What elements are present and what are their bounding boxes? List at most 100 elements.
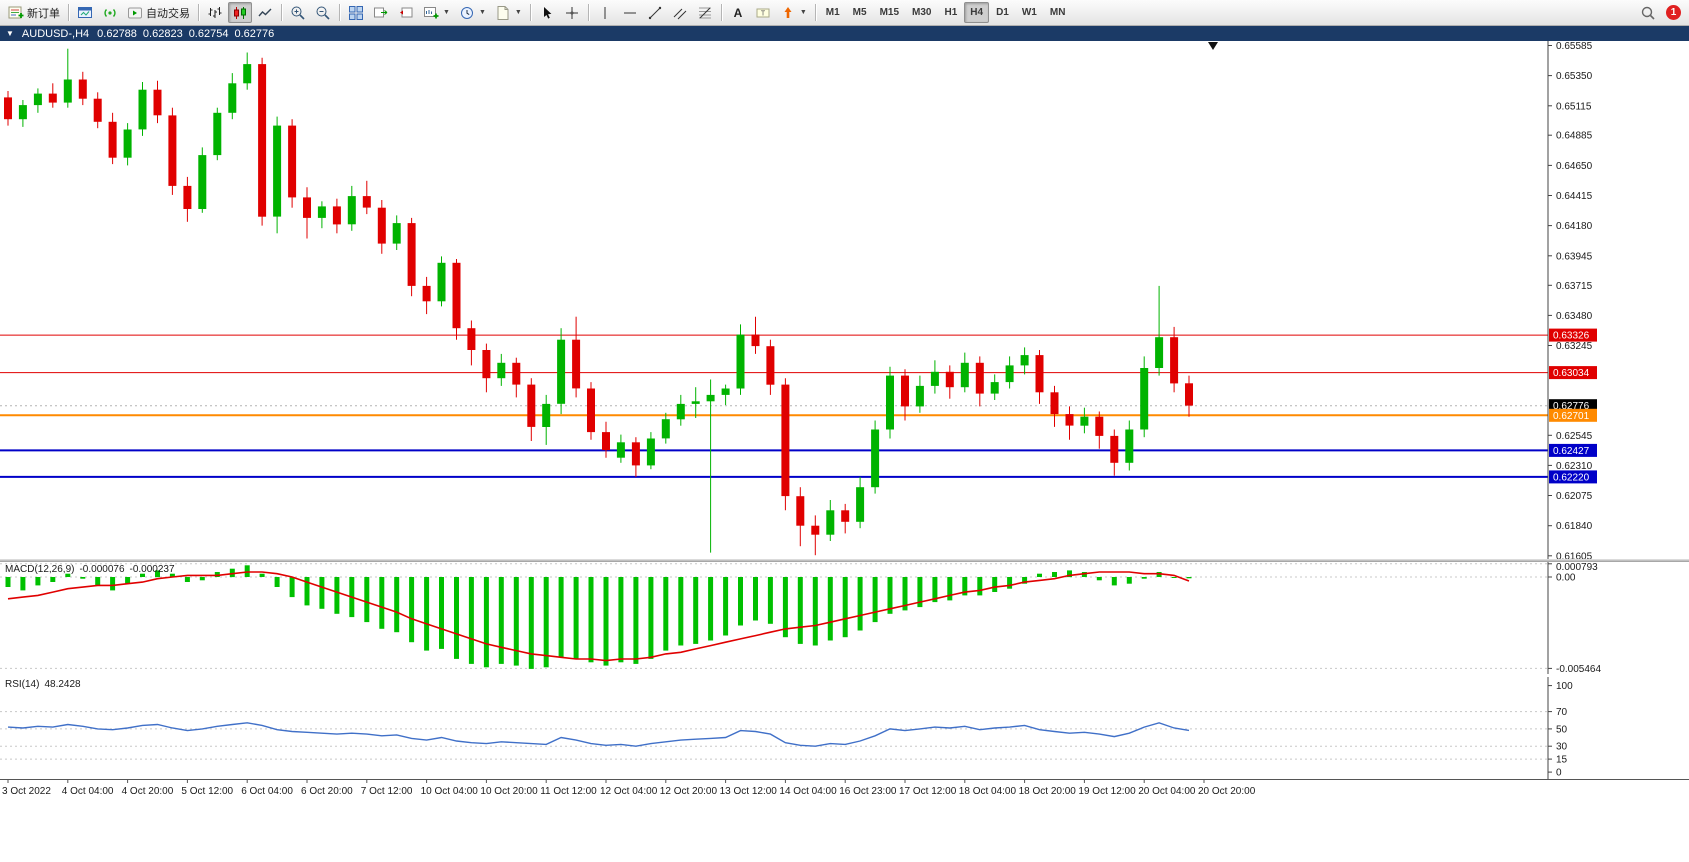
svg-text:0.00: 0.00	[1556, 573, 1576, 584]
time-label: 18 Oct 20:00	[1019, 786, 1077, 797]
timeframe-w1-button[interactable]: W1	[1016, 2, 1043, 23]
toolbar-separator	[814, 4, 816, 21]
tile-windows-icon	[349, 5, 363, 20]
time-label: 7 Oct 12:00	[361, 786, 413, 797]
svg-text:0: 0	[1556, 768, 1562, 779]
svg-text:0.64650: 0.64650	[1556, 161, 1593, 172]
text-button[interactable]: A	[726, 2, 750, 23]
timeframe-m5-button[interactable]: M5	[847, 2, 873, 23]
toolbar-separator	[198, 4, 199, 21]
price-axis: 0.65585 0.65350 0.65115 0.64885 0.64650 0.644…	[1548, 41, 1597, 562]
new-chart-button[interactable]: ▼	[419, 2, 454, 23]
rsi-plot-svg: 100 70 50 30 15 0	[0, 677, 1573, 779]
macd-signal-line	[7, 571, 1190, 662]
svg-text:0.64415: 0.64415	[1556, 191, 1593, 202]
timeframe-mn-button[interactable]: MN	[1044, 2, 1072, 23]
panel-splitter[interactable]	[0, 559, 1689, 562]
macd-signal-value: -0.000237	[129, 564, 175, 575]
chart-title-bar: ▼ AUDUSD-,H4 0.62788 0.62823 0.62754 0.6277…	[0, 26, 1689, 41]
chevron-down-icon: ▼	[799, 9, 807, 16]
svg-text:0.62545: 0.62545	[1556, 431, 1593, 442]
time-label: 20 Oct 04:00	[1138, 786, 1196, 797]
macd-plot[interactable]: 0.000793 0.00 -0.005464	[0, 562, 1689, 679]
cursor-button[interactable]	[535, 2, 559, 23]
zoom-in-icon	[291, 6, 305, 20]
crosshair-button[interactable]	[560, 2, 584, 23]
time-label: 16 Oct 23:00	[839, 786, 897, 797]
line-chart-icon	[258, 8, 272, 16]
main-plot-svg: 0.65585 0.65350 0.65115 0.64885 0.64650 0.644…	[0, 41, 1597, 562]
new-order-button[interactable]: 新订单	[4, 2, 64, 23]
rsi-name: RSI(14)	[5, 679, 40, 690]
svg-text:0.61605: 0.61605	[1556, 551, 1593, 559]
fibonacci-button[interactable]	[693, 2, 717, 23]
svg-text:0.63715: 0.63715	[1556, 281, 1593, 292]
macd-label: MACD(12,26,9) -0.000076 -0.000237	[5, 564, 180, 575]
channel-button[interactable]	[668, 2, 692, 23]
time-label: 14 Oct 04:00	[779, 786, 837, 797]
bottom-space	[0, 801, 1689, 862]
text-icon: A	[733, 6, 742, 20]
fibonacci-icon	[698, 7, 711, 18]
toolbar-separator	[68, 4, 69, 21]
toolbar-separator	[339, 4, 340, 21]
timeframe-h4-button[interactable]: H4	[964, 2, 990, 23]
time-axis[interactable]: 3 Oct 2022 4 Oct 04:00 4 Oct 20:00 5 Oct 12…	[0, 779, 1689, 801]
tile-windows-button[interactable]	[344, 2, 368, 23]
svg-text:0.000793: 0.000793	[1556, 562, 1598, 573]
svg-text:A: A	[733, 6, 742, 20]
auto-scroll-button[interactable]	[369, 2, 393, 23]
candlestick-chart-button[interactable]	[228, 2, 252, 23]
ohlc-low: 0.62754	[188, 27, 229, 40]
svg-text:0.65115: 0.65115	[1556, 101, 1592, 112]
svg-text:0.62075: 0.62075	[1556, 491, 1593, 502]
new-order-icon	[8, 6, 24, 18]
chart-shift-button[interactable]	[394, 2, 418, 23]
svg-text:0.64180: 0.64180	[1556, 221, 1593, 232]
time-label: 10 Oct 20:00	[480, 786, 538, 797]
zoom-in-button[interactable]	[286, 2, 310, 23]
zoom-out-button[interactable]	[311, 2, 335, 23]
crosshair-icon	[565, 6, 578, 19]
rsi-panel[interactable]: RSI(14) 48.2428 100 70 50 30 15 0	[0, 677, 1689, 784]
time-label: 19 Oct 12:00	[1078, 786, 1136, 797]
bar-chart-button[interactable]	[203, 2, 227, 23]
time-label: 12 Oct 20:00	[660, 786, 718, 797]
timeframe-m1-button[interactable]: M1	[820, 2, 846, 23]
text-label-button[interactable]: T	[751, 2, 775, 23]
arrows-button[interactable]: ▼	[776, 2, 811, 23]
templates-button[interactable]: ▼	[491, 2, 526, 23]
vertical-line-button[interactable]	[593, 2, 617, 23]
chart-ohlc: 0.62788 0.62823 0.62754 0.62776	[97, 28, 280, 40]
timeframe-m30-button[interactable]: M30	[906, 2, 937, 23]
time-label: 6 Oct 20:00	[301, 786, 353, 797]
trendline-button[interactable]	[643, 2, 667, 23]
timeframe-m15-button[interactable]: M15	[874, 2, 905, 23]
timeframe-d1-button[interactable]: D1	[990, 2, 1015, 23]
signals-icon	[104, 8, 116, 17]
macd-name: MACD(12,26,9)	[5, 564, 75, 575]
notification-badge[interactable]: 1	[1666, 5, 1681, 20]
horizontal-lines	[0, 334, 1548, 478]
chart-menu-icon[interactable]: ▼	[6, 29, 14, 38]
timeframe-h1-button[interactable]: H1	[938, 2, 963, 23]
svg-text:30: 30	[1556, 742, 1568, 753]
terminal-button[interactable]	[73, 2, 97, 23]
toolbar-separator	[529, 4, 531, 21]
rsi-plot[interactable]: 100 70 50 30 15 0	[0, 677, 1689, 784]
new-order-label: 新订单	[27, 7, 60, 20]
rsi-value: 48.2428	[44, 679, 81, 690]
horizontal-line-button[interactable]	[618, 2, 642, 23]
line-chart-button[interactable]	[253, 2, 277, 23]
time-label: 12 Oct 04:00	[600, 786, 658, 797]
signals-button[interactable]	[98, 2, 122, 23]
svg-text:-0.005464: -0.005464	[1556, 664, 1601, 674]
macd-panel[interactable]: MACD(12,26,9) -0.000076 -0.000237 0.000793…	[0, 562, 1689, 679]
time-label: 20 Oct 20:00	[1198, 786, 1256, 797]
profiles-button[interactable]: ▼	[455, 2, 490, 23]
price-chart[interactable]: 0.65585 0.65350 0.65115 0.64885 0.64650 0.644…	[0, 41, 1689, 562]
macd-histogram	[5, 565, 1192, 669]
search-button[interactable]	[1636, 2, 1660, 23]
autotrading-button[interactable]: 自动交易	[123, 2, 194, 23]
profiles-clock-icon	[460, 6, 473, 19]
